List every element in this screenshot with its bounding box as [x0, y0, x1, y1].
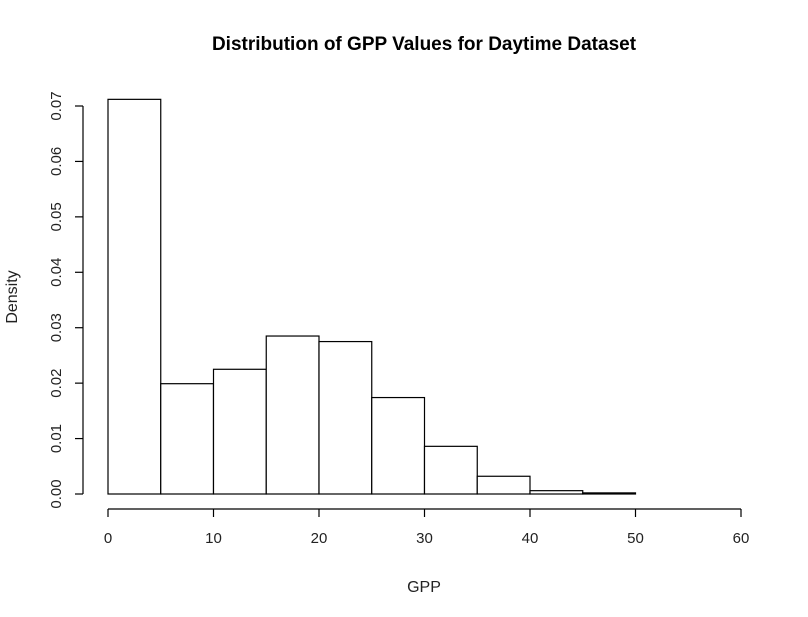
y-tick-label: 0.05 [48, 202, 65, 231]
x-tick-label: 10 [205, 530, 222, 547]
y-tick-label: 0.06 [48, 147, 65, 176]
histogram-bar [423, 445, 478, 495]
histogram-bar [265, 335, 320, 495]
histogram-bar [107, 98, 162, 495]
y-tick-label: 0.01 [48, 424, 65, 453]
histogram-bar [318, 340, 373, 495]
bars-group [107, 98, 637, 495]
histogram-bar [160, 383, 215, 495]
y-tick-label: 0.00 [48, 479, 65, 508]
histogram-bar [371, 396, 426, 495]
x-tick-label: 0 [104, 530, 112, 547]
y-tick-label: 0.02 [48, 369, 65, 398]
histogram-bar [476, 475, 531, 495]
y-axis: 0.00 0.01 0.02 0.03 0.04 0.05 0.06 0.07 [48, 91, 84, 509]
y-tick-label: 0.04 [48, 258, 65, 287]
histogram-bar [212, 368, 267, 495]
y-axis-label: Density [4, 270, 21, 323]
x-tick-label: 60 [733, 530, 750, 547]
x-tick-label: 20 [311, 530, 328, 547]
x-tick-label: 30 [416, 530, 433, 547]
x-tick-label: 40 [522, 530, 539, 547]
y-tick-label: 0.07 [48, 91, 65, 120]
y-tick-label: 0.03 [48, 313, 65, 342]
x-axis-label: GPP [407, 579, 441, 596]
histogram-bar [582, 492, 637, 495]
chart-title: Distribution of GPP Values for Daytime D… [212, 34, 637, 55]
histogram-bar [529, 490, 584, 495]
x-tick-label: 50 [627, 530, 644, 547]
x-axis: 0 10 20 30 40 50 60 [104, 508, 750, 547]
